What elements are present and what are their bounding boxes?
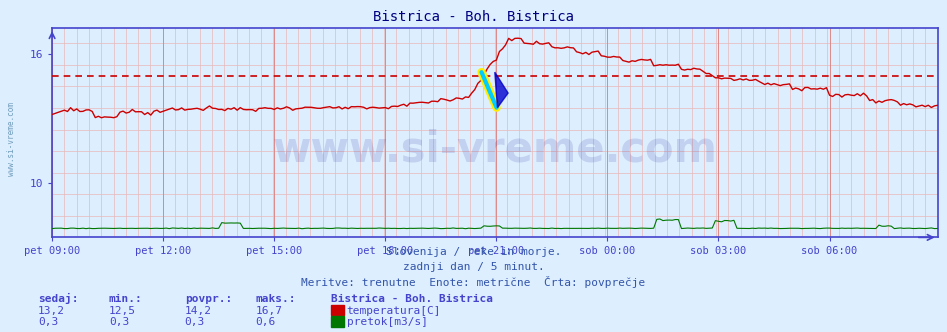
Text: sedaj:: sedaj: — [38, 293, 79, 304]
Text: Bistrica - Boh. Bistrica: Bistrica - Boh. Bistrica — [373, 10, 574, 24]
Text: 0,6: 0,6 — [256, 317, 276, 327]
Text: 0,3: 0,3 — [38, 317, 58, 327]
Text: Bistrica - Boh. Bistrica: Bistrica - Boh. Bistrica — [331, 294, 493, 304]
Text: 14,2: 14,2 — [185, 306, 212, 316]
Text: maks.:: maks.: — [256, 294, 296, 304]
Text: 13,2: 13,2 — [38, 306, 65, 316]
Text: pretok[m3/s]: pretok[m3/s] — [347, 317, 428, 327]
Text: min.:: min.: — [109, 294, 143, 304]
Polygon shape — [495, 72, 509, 108]
Text: Slovenija / reke in morje.: Slovenija / reke in morje. — [385, 247, 562, 257]
Text: 12,5: 12,5 — [109, 306, 136, 316]
Text: 0,3: 0,3 — [109, 317, 129, 327]
Text: povpr.:: povpr.: — [185, 294, 232, 304]
Text: temperatura[C]: temperatura[C] — [347, 306, 441, 316]
Text: 0,3: 0,3 — [185, 317, 205, 327]
Text: www.si-vreme.com: www.si-vreme.com — [7, 103, 16, 176]
Text: www.si-vreme.com: www.si-vreme.com — [273, 128, 717, 171]
Text: zadnji dan / 5 minut.: zadnji dan / 5 minut. — [402, 262, 545, 272]
Text: 16,7: 16,7 — [256, 306, 283, 316]
Text: Meritve: trenutne  Enote: metrične  Črta: povprečje: Meritve: trenutne Enote: metrične Črta: … — [301, 276, 646, 288]
